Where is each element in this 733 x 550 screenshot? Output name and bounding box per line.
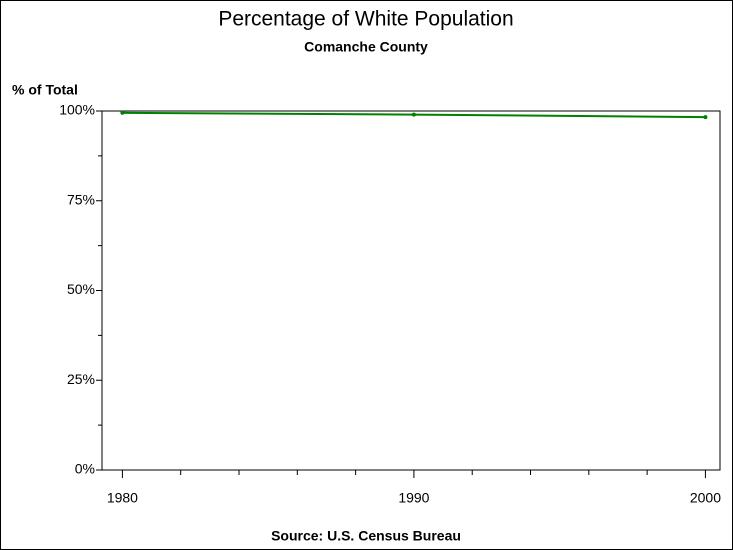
- y-tick-label: 25%: [67, 371, 95, 387]
- chart-title: Percentage of White Population: [218, 8, 513, 31]
- chart-subtitle: Comanche County: [304, 39, 428, 55]
- data-point: [120, 110, 125, 115]
- y-tick-label: 75%: [67, 191, 95, 207]
- footnote: Source: U.S. Census Bureau: [271, 528, 461, 544]
- y-tick-label: 50%: [67, 281, 95, 297]
- y-tick-label: 100%: [59, 102, 95, 118]
- x-tick-label: 1980: [107, 490, 138, 506]
- data-point: [703, 115, 708, 120]
- x-tick-label: 2000: [690, 490, 721, 506]
- data-point: [411, 112, 416, 117]
- y-axis-label: % of Total: [12, 82, 78, 98]
- y-tick-label: 0%: [75, 461, 95, 477]
- x-tick-label: 1990: [398, 490, 429, 506]
